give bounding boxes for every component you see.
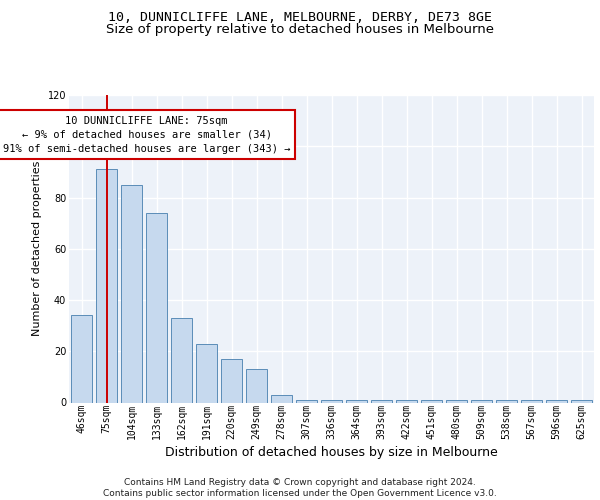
Bar [96,170,117,402]
Bar [371,400,392,402]
Bar [521,400,542,402]
X-axis label: Distribution of detached houses by size in Melbourne: Distribution of detached houses by size … [165,446,498,459]
Bar [346,400,367,402]
Bar [321,400,342,402]
Bar [421,400,442,402]
Bar [146,213,167,402]
Bar [171,318,192,402]
Bar [571,400,592,402]
Bar [446,400,467,402]
Bar [71,316,92,402]
Bar [296,400,317,402]
Bar [196,344,217,402]
Bar [471,400,492,402]
Y-axis label: Number of detached properties: Number of detached properties [32,161,42,336]
Text: 10 DUNNICLIFFE LANE: 75sqm
← 9% of detached houses are smaller (34)
91% of semi-: 10 DUNNICLIFFE LANE: 75sqm ← 9% of detac… [3,116,290,154]
Bar [396,400,417,402]
Bar [246,369,267,402]
Bar [121,184,142,402]
Bar [546,400,567,402]
Text: 10, DUNNICLIFFE LANE, MELBOURNE, DERBY, DE73 8GE: 10, DUNNICLIFFE LANE, MELBOURNE, DERBY, … [108,11,492,24]
Bar [271,395,292,402]
Text: Contains HM Land Registry data © Crown copyright and database right 2024.
Contai: Contains HM Land Registry data © Crown c… [103,478,497,498]
Bar [496,400,517,402]
Bar [221,359,242,403]
Text: Size of property relative to detached houses in Melbourne: Size of property relative to detached ho… [106,22,494,36]
